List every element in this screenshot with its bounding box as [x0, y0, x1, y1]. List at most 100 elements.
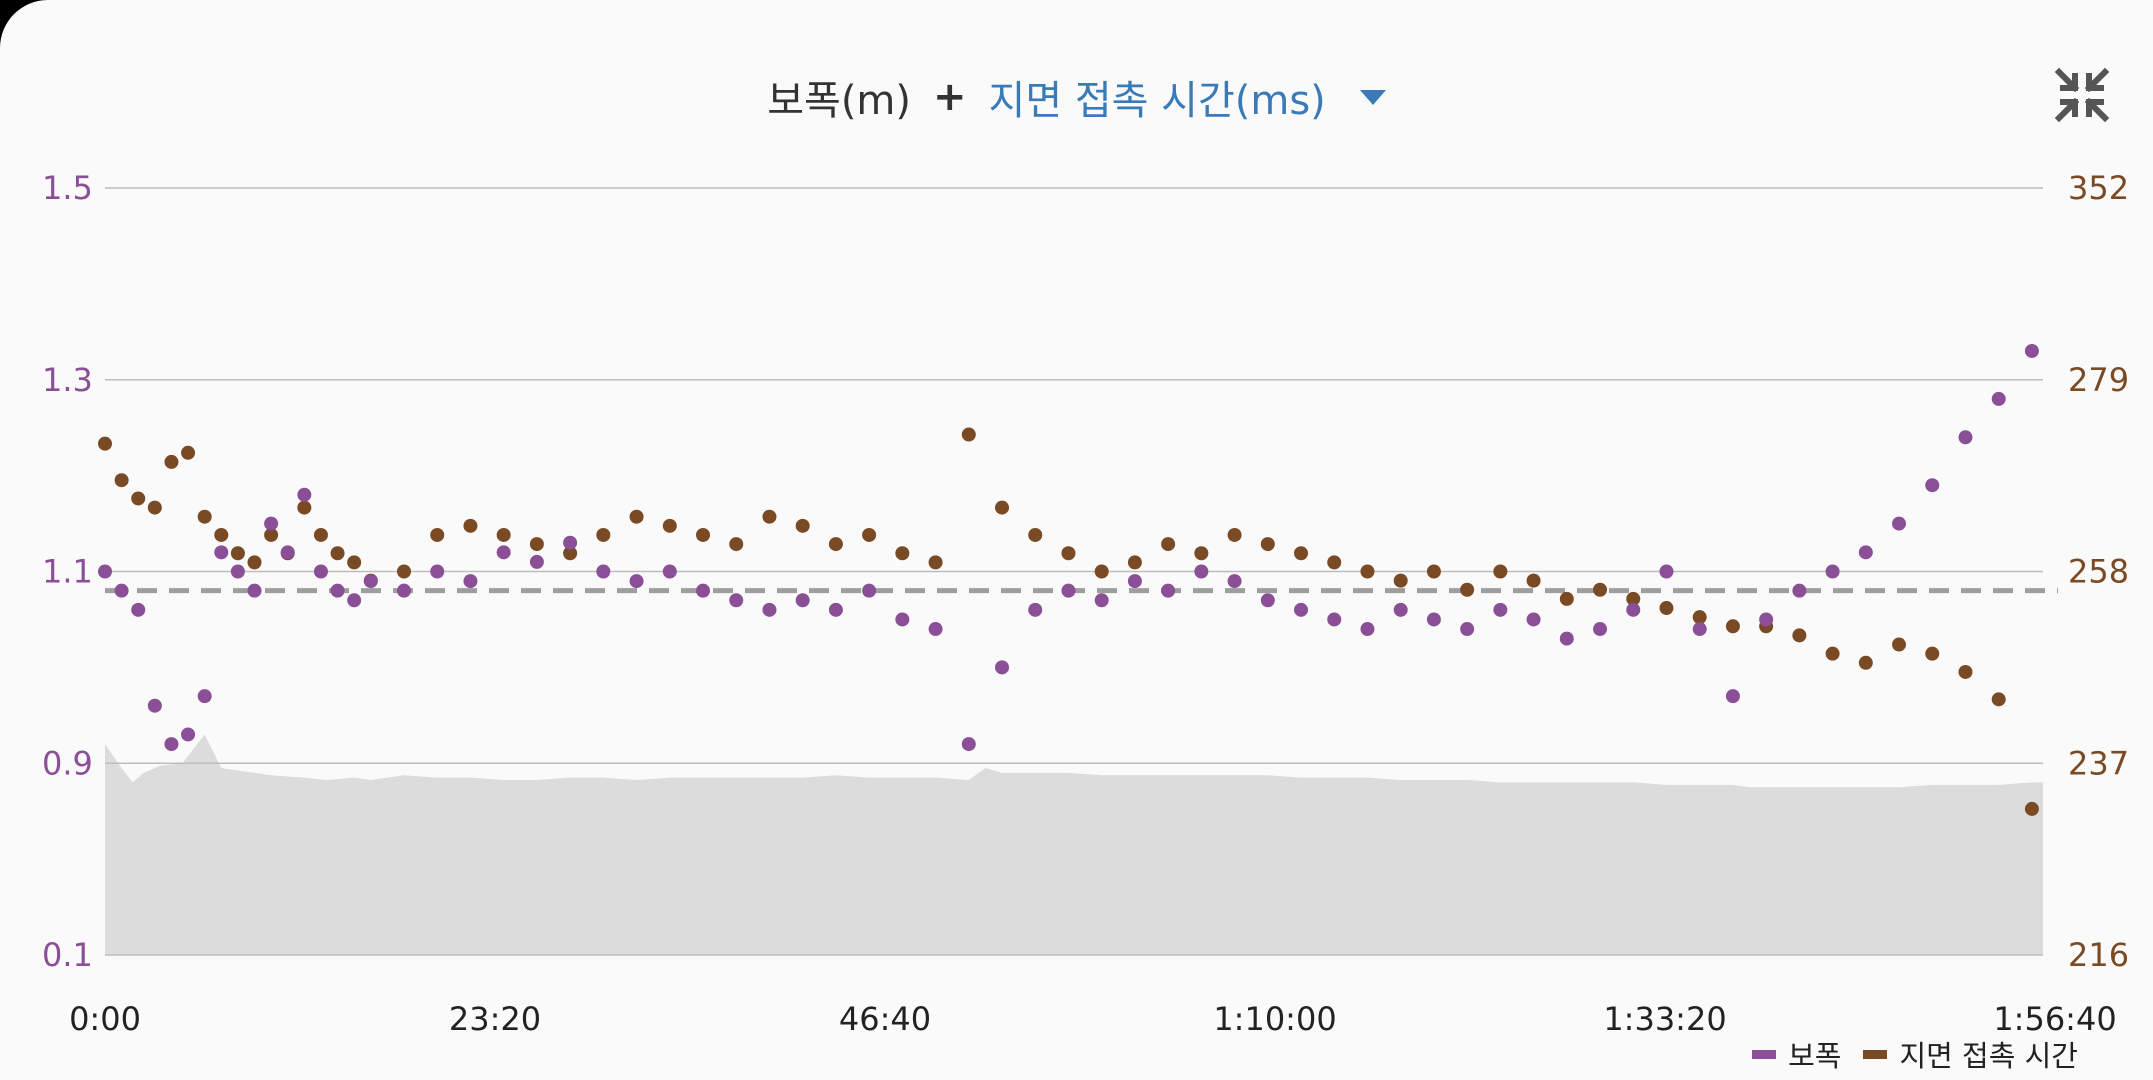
x-axis-tick: 23:20: [449, 1000, 541, 1038]
contact-point: [1360, 564, 1375, 579]
stride-point: [330, 583, 345, 598]
legend-item-contact: 지면 접촉 시간: [1863, 1033, 2078, 1075]
contact-point: [297, 500, 312, 515]
right-axis-tick: 216: [2068, 936, 2129, 974]
elevation-layer: [105, 734, 2043, 955]
stride-point: [795, 593, 810, 608]
contact-series-layer: [98, 427, 2039, 816]
contact-point: [795, 518, 810, 533]
stride-point: [1260, 593, 1275, 608]
contact-point: [1260, 537, 1275, 552]
stride-point: [1759, 612, 1774, 627]
stride-point: [98, 564, 112, 579]
contact-point: [696, 527, 711, 542]
contact-point: [114, 473, 129, 488]
grid-layer: [105, 187, 2043, 956]
left-axis-tick: 0.9: [42, 744, 93, 782]
contact-point: [197, 509, 212, 524]
stride-point: [1194, 564, 1209, 579]
contact-point: [1925, 646, 1940, 661]
stride-point: [147, 698, 162, 713]
stride-point: [961, 737, 976, 752]
stride-point: [114, 583, 129, 598]
contact-point: [762, 509, 777, 524]
stride-point: [1593, 622, 1608, 637]
contact-point: [1792, 628, 1807, 643]
collapse-arrows-icon[interactable]: [2053, 66, 2111, 124]
stride-point: [928, 622, 943, 637]
contact-point: [147, 500, 162, 515]
contact-point: [1227, 527, 1242, 542]
stride-point: [596, 564, 611, 579]
legend: 보폭 지면 접촉 시간: [1730, 1033, 2078, 1075]
x-axis-tick: 0:00: [69, 1000, 141, 1038]
stride-point: [1161, 583, 1176, 598]
stride-point: [1626, 602, 1641, 617]
stride-point: [1925, 478, 1940, 493]
stride-point: [430, 564, 445, 579]
secondary-metric-label[interactable]: 지면 접촉 시간(ms): [988, 78, 1326, 124]
stride-point: [1958, 430, 1973, 445]
elevation-area: [105, 734, 2043, 955]
contact-point: [313, 527, 328, 542]
stride-point: [264, 516, 279, 531]
contact-point: [181, 445, 196, 460]
stride-series-layer: [98, 343, 2039, 752]
contact-point: [596, 527, 611, 542]
contact-point: [862, 527, 877, 542]
contact-point: [2024, 801, 2039, 816]
contact-point: [1526, 573, 1541, 588]
stride-point: [1559, 631, 1574, 646]
right-axis-tick: 352: [2068, 169, 2129, 207]
stride-point: [347, 593, 362, 608]
plus-sign: +: [933, 74, 967, 120]
stride-point: [696, 583, 711, 598]
stride-point: [1360, 622, 1375, 637]
right-axis-tick: 237: [2068, 744, 2129, 782]
contact-point: [1559, 591, 1574, 606]
contact-point: [529, 537, 544, 552]
contact-point: [1061, 546, 1076, 561]
stride-point: [1991, 391, 2006, 406]
stride-point: [828, 602, 843, 617]
stride-point: [1825, 564, 1840, 579]
contact-point: [1094, 564, 1109, 579]
contact-point: [463, 518, 478, 533]
contact-point: [1127, 555, 1142, 570]
legend-label-contact: 지면 접촉 시간: [1899, 1039, 2078, 1073]
right-axis-tick: 279: [2068, 361, 2129, 399]
legend-item-stride: 보폭: [1752, 1033, 1841, 1075]
legend-label-stride: 보폭: [1788, 1039, 1842, 1073]
contact-point: [1626, 591, 1641, 606]
contact-point: [1593, 582, 1608, 597]
contact-point: [230, 546, 245, 561]
contact-point: [1958, 664, 1973, 679]
stride-point: [1393, 602, 1408, 617]
contact-point: [347, 555, 362, 570]
stride-point: [1061, 583, 1076, 598]
stride-point: [397, 583, 412, 598]
stride-point: [247, 583, 262, 598]
contact-point: [1161, 537, 1176, 552]
stride-point: [2024, 343, 2039, 358]
contact-point: [1493, 564, 1508, 579]
left-axis-tick: 0.1: [42, 936, 93, 974]
stride-point: [1659, 564, 1674, 579]
stride-point: [762, 602, 777, 617]
contact-point: [1426, 564, 1441, 579]
contact-point: [961, 427, 976, 442]
stride-point: [1792, 583, 1807, 598]
stride-point: [1294, 602, 1309, 617]
contact-point: [214, 527, 229, 542]
metric-selector[interactable]: 보폭(m) + 지면 접촉 시간(ms): [0, 62, 2153, 132]
stride-point: [1028, 602, 1043, 617]
caret-down-icon[interactable]: [1359, 89, 1386, 105]
contact-point: [164, 454, 179, 469]
primary-metric-label: 보폭(m): [767, 78, 911, 124]
contact-point: [264, 527, 279, 542]
stride-point: [1858, 545, 1873, 560]
contact-point: [330, 546, 345, 561]
stride-point: [230, 564, 245, 579]
contact-point: [1825, 646, 1840, 661]
